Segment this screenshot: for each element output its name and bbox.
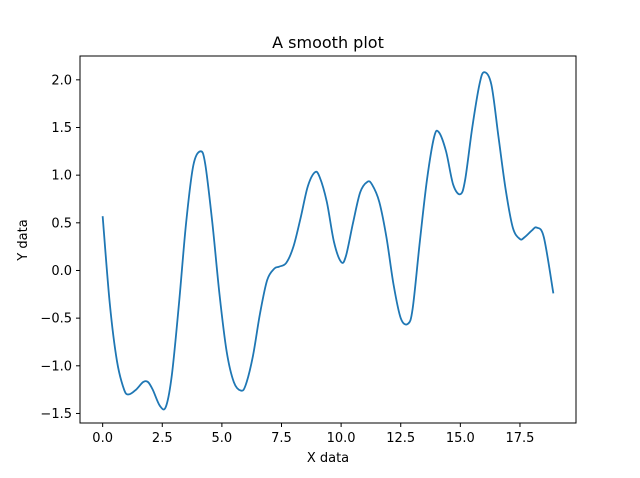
x-axis-ticks: 0.0 2.5 5.0 7.5 10.0 12.5 15.0 17.5 (92, 423, 534, 446)
y-axis-label: Y data (16, 219, 31, 261)
x-tick-label: 5.0 (212, 431, 233, 446)
y-tick-label: 2.0 (51, 73, 72, 88)
x-tick-label: 15.0 (446, 431, 475, 446)
x-tick-label: 17.5 (505, 431, 534, 446)
chart-title: A smooth plot (272, 33, 384, 52)
x-tick-label: 7.5 (271, 431, 292, 446)
y-tick-label: 0.5 (51, 216, 72, 231)
x-tick-label: 0.0 (92, 431, 113, 446)
y-tick-label: 0.0 (51, 264, 72, 279)
y-tick-label: 1.5 (51, 121, 72, 136)
x-tick-label: 12.5 (386, 431, 415, 446)
y-tick-label: −1.5 (40, 407, 72, 422)
plot-area (80, 56, 576, 423)
series-line-0 (101, 71, 555, 411)
x-tick-label: 10.0 (327, 431, 356, 446)
x-axis-label: X data (307, 451, 349, 466)
y-tick-label: 1.0 (51, 169, 72, 184)
x-tick-label: 2.5 (152, 431, 173, 446)
line-layer (101, 71, 555, 411)
y-tick-label: −1.0 (40, 359, 72, 374)
axes-frame (79, 55, 577, 424)
y-tick-label: −0.5 (40, 312, 72, 327)
y-axis-ticks: −1.5 −1.0 −0.5 0.0 0.5 1.0 1.5 2.0 (40, 73, 80, 422)
